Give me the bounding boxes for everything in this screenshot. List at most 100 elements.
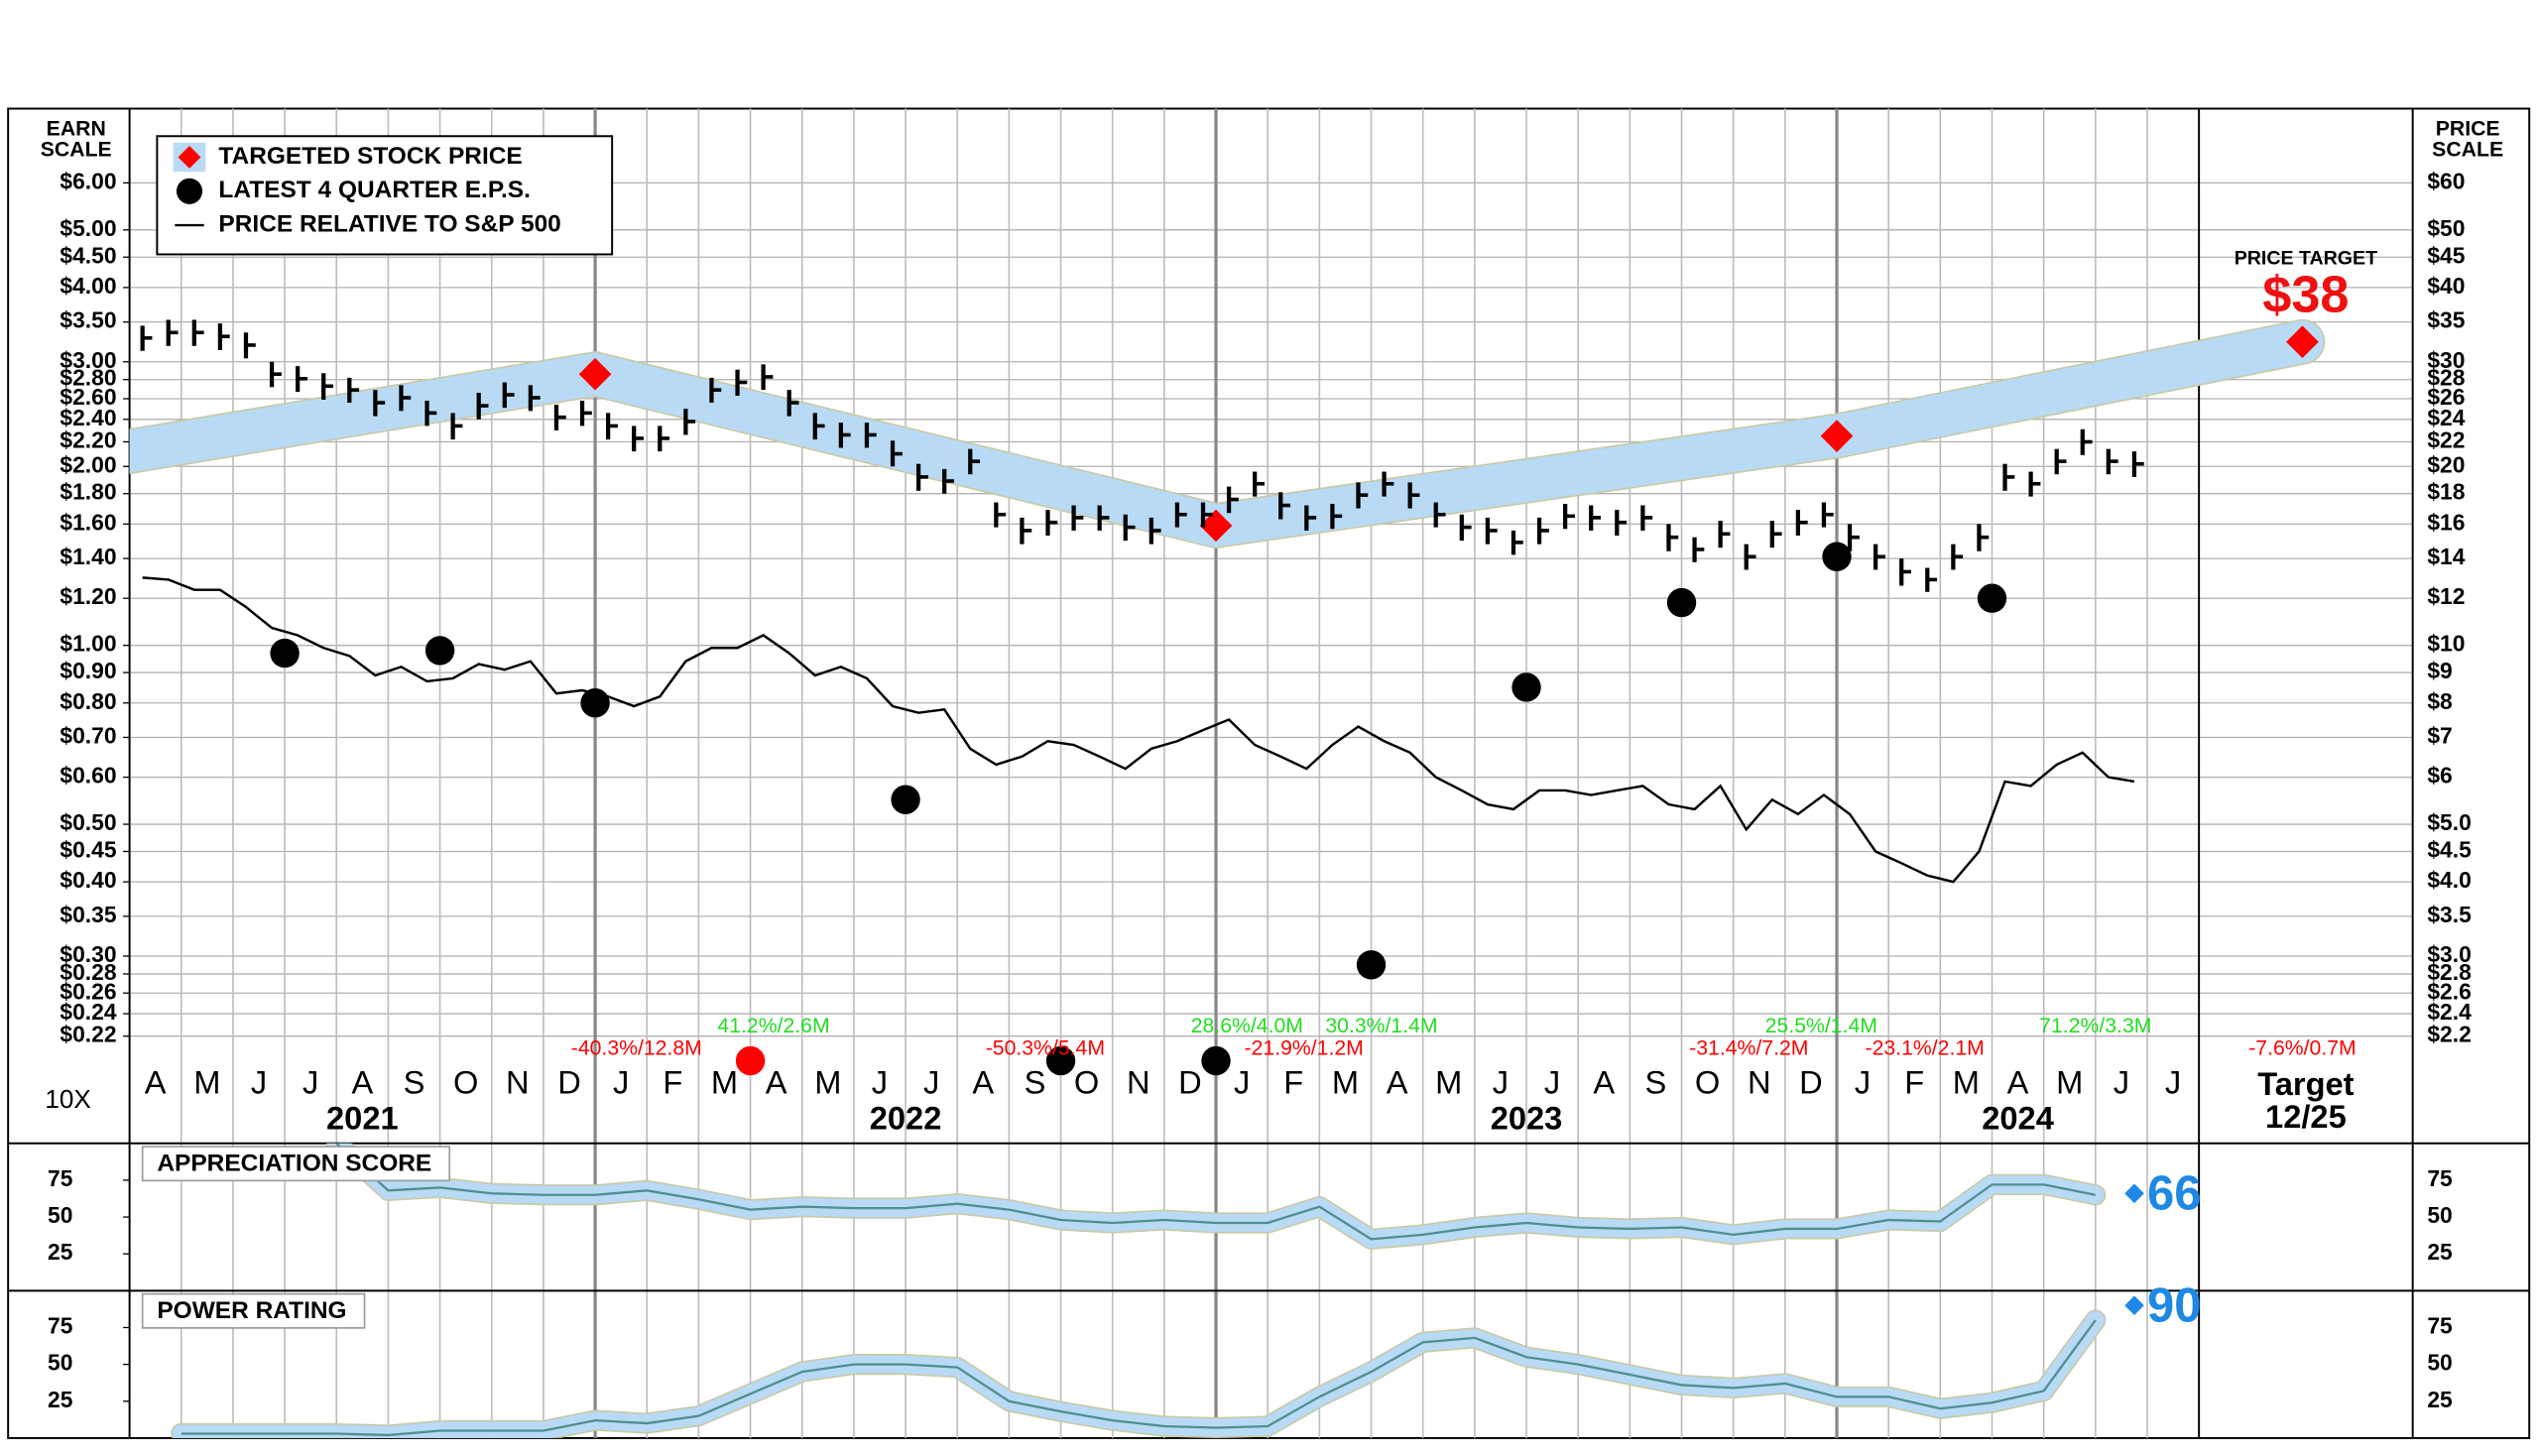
y2-tick-label: $2.4 bbox=[2427, 999, 2472, 1025]
eps-dot bbox=[735, 1045, 766, 1076]
month-label: A bbox=[766, 1064, 787, 1101]
month-label: J bbox=[251, 1064, 267, 1101]
y2-tick-label: $4.0 bbox=[2427, 867, 2471, 893]
target-diamond bbox=[578, 357, 612, 391]
y2-tick-label: $24 bbox=[2427, 405, 2465, 430]
legend-label: TARGETED STOCK PRICE bbox=[218, 143, 522, 170]
eps-dot bbox=[1356, 950, 1387, 980]
multiplier-label: 10X bbox=[45, 1084, 90, 1114]
target-diamond bbox=[2286, 325, 2319, 359]
y2-tick-label: $6 bbox=[2427, 763, 2452, 789]
y-tick-label: $2.60 bbox=[60, 384, 116, 410]
month-label: J bbox=[613, 1064, 629, 1101]
volume-annotation: -7.6%/0.7M bbox=[2248, 1037, 2357, 1060]
y-tick-label: $0.40 bbox=[60, 867, 116, 893]
y2-tick-label: $2.6 bbox=[2427, 978, 2471, 1004]
y2-tick-label: 50 bbox=[2427, 1350, 2452, 1376]
y-tick-label: $1.40 bbox=[60, 544, 116, 569]
month-label: J bbox=[1234, 1064, 1250, 1101]
month-label: M bbox=[1953, 1064, 1980, 1101]
year-label: 2021 bbox=[326, 1100, 399, 1137]
month-label: J bbox=[923, 1064, 939, 1101]
eps-dot bbox=[1511, 672, 1541, 702]
y-axis-label: EARN bbox=[47, 117, 106, 140]
month-label: A bbox=[972, 1064, 994, 1101]
y2-tick-label: $8 bbox=[2427, 688, 2452, 714]
y-tick-label: $0.60 bbox=[60, 763, 116, 789]
y2-tick-label: $20 bbox=[2427, 451, 2465, 477]
month-label: O bbox=[1074, 1064, 1099, 1101]
month-label: D bbox=[557, 1064, 581, 1101]
month-label: O bbox=[1695, 1064, 1720, 1101]
month-label: J bbox=[872, 1064, 888, 1101]
y-tick-label: 75 bbox=[48, 1165, 73, 1191]
y-tick-label: $2.40 bbox=[60, 405, 116, 430]
volume-annotation: 71.2%/3.3M bbox=[2039, 1015, 2151, 1037]
month-label: A bbox=[145, 1064, 167, 1101]
y-tick-label: 50 bbox=[48, 1350, 72, 1376]
y-tick-label: $3.50 bbox=[60, 307, 116, 333]
y-tick-label: $1.00 bbox=[60, 631, 116, 657]
y2-tick-label: $5.0 bbox=[2427, 809, 2471, 835]
y-tick-label: $0.35 bbox=[60, 902, 116, 927]
eps-dot bbox=[270, 638, 300, 668]
volume-annotation: -50.3%/5.4M bbox=[986, 1037, 1105, 1060]
y-tick-label: 50 bbox=[48, 1202, 72, 1228]
y2-tick-label: $14 bbox=[2427, 544, 2465, 569]
y2-tick-label: $26 bbox=[2427, 384, 2465, 410]
panel-title: APPRECIATION SCORE bbox=[157, 1150, 431, 1176]
eps-dot bbox=[1822, 542, 1852, 571]
month-label: D bbox=[1178, 1064, 1202, 1101]
year-label: 2023 bbox=[1491, 1100, 1563, 1137]
y2-tick-label: $30 bbox=[2427, 347, 2465, 373]
y2-tick-label: $22 bbox=[2427, 427, 2465, 453]
score-line bbox=[325, 1143, 2107, 1250]
y-tick-label: $0.50 bbox=[60, 809, 116, 835]
y2-tick-label: 25 bbox=[2427, 1387, 2453, 1412]
month-label: N bbox=[1748, 1064, 1771, 1101]
y-tick-label: $0.45 bbox=[60, 837, 116, 863]
month-label: M bbox=[2056, 1064, 2083, 1101]
y-tick-label: $3.00 bbox=[60, 347, 116, 373]
y2-tick-label: $12 bbox=[2427, 583, 2465, 609]
y2-tick-label: $10 bbox=[2427, 631, 2465, 657]
y2-axis-label: PRICE bbox=[2436, 117, 2500, 140]
y-tick-label: $5.00 bbox=[60, 215, 116, 241]
target-date: 12/25 bbox=[2265, 1098, 2347, 1135]
y-tick-label: $0.26 bbox=[60, 978, 116, 1004]
month-label: F bbox=[1283, 1064, 1303, 1101]
relative-line bbox=[142, 576, 2135, 884]
score-line bbox=[181, 1319, 2097, 1437]
target-diamond bbox=[1199, 509, 1233, 543]
y-tick-label: 25 bbox=[48, 1239, 73, 1265]
month-label: J bbox=[1493, 1064, 1509, 1101]
eps-dot bbox=[424, 636, 455, 666]
y2-tick-label: $50 bbox=[2427, 215, 2465, 241]
y2-tick-label: $7 bbox=[2427, 723, 2452, 749]
month-label: J bbox=[1855, 1064, 1871, 1101]
latest-value: 66 bbox=[2147, 1166, 2201, 1220]
y2-tick-label: $3.0 bbox=[2427, 941, 2471, 967]
month-label: M bbox=[711, 1064, 738, 1101]
y2-tick-label: 75 bbox=[2427, 1313, 2453, 1339]
y2-tick-label: $16 bbox=[2427, 509, 2465, 535]
month-label: J bbox=[1544, 1064, 1560, 1101]
y-tick-label: 25 bbox=[48, 1387, 73, 1412]
y-tick-label: $1.80 bbox=[60, 479, 116, 505]
target-label: Target bbox=[2257, 1065, 2354, 1102]
month-label: S bbox=[1025, 1064, 1046, 1101]
price-target-label: PRICE TARGET bbox=[2235, 248, 2377, 270]
y2-tick-label: 50 bbox=[2427, 1202, 2452, 1228]
month-label: S bbox=[1645, 1064, 1667, 1101]
y2-tick-label: 25 bbox=[2427, 1239, 2453, 1265]
y-axis-label: SCALE bbox=[41, 139, 112, 162]
y-tick-label: $4.00 bbox=[60, 273, 116, 299]
eps-dot bbox=[891, 785, 920, 814]
frame bbox=[7, 107, 2531, 1439]
eps-dot bbox=[1045, 1045, 1076, 1076]
latest-value: 90 bbox=[2147, 1278, 2201, 1332]
month-label: F bbox=[663, 1064, 682, 1101]
y2-tick-label: $60 bbox=[2427, 168, 2465, 193]
